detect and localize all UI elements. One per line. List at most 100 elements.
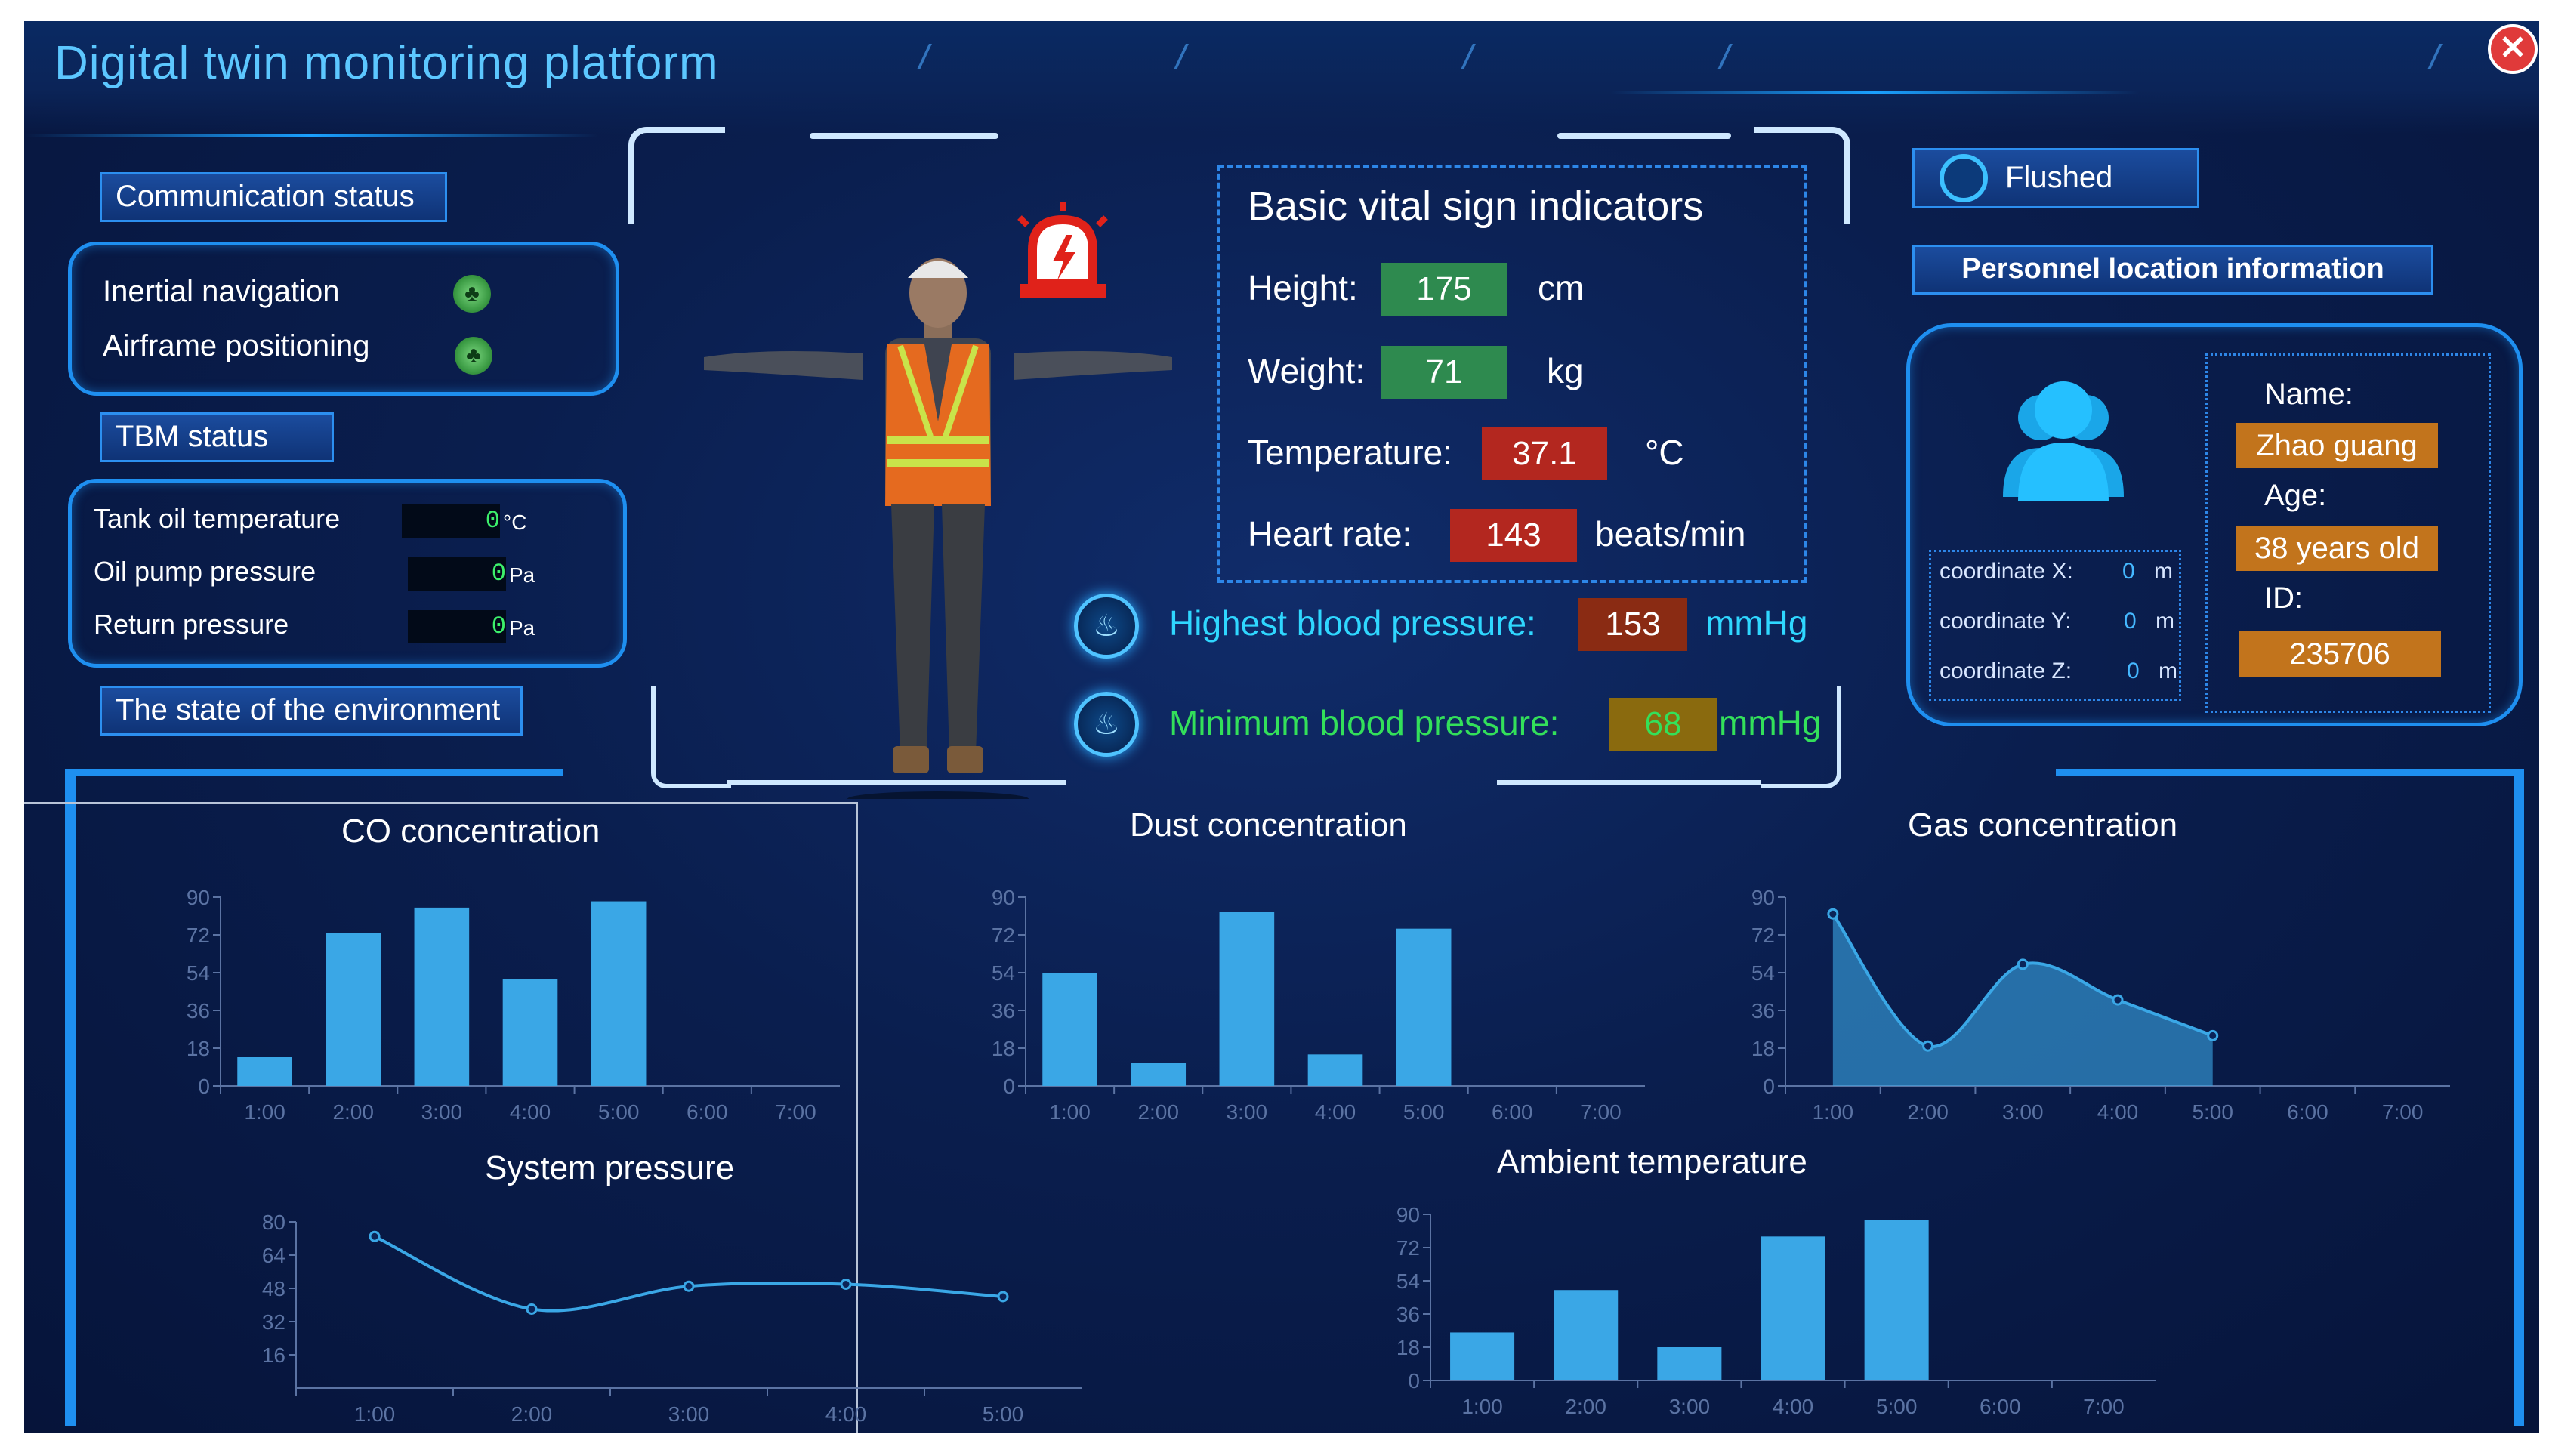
worker-model bbox=[704, 258, 1172, 799]
y-tick-label: 72 bbox=[992, 924, 1015, 947]
y-tick-label: 16 bbox=[262, 1343, 285, 1367]
low-bp-value: 68 bbox=[1609, 698, 1717, 751]
close-button[interactable]: ✕ bbox=[2488, 24, 2538, 74]
coord-y-value: 0 bbox=[2124, 609, 2137, 634]
frame-bar bbox=[727, 780, 1066, 785]
y-tick-label: 18 bbox=[187, 1037, 210, 1060]
y-tick-label: 90 bbox=[992, 886, 1015, 909]
x-tick-label: 4:00 bbox=[1773, 1395, 1814, 1418]
x-tick-label: 1:00 bbox=[1813, 1100, 1854, 1124]
bar bbox=[1450, 1332, 1515, 1380]
x-tick-label: 6:00 bbox=[2287, 1100, 2328, 1124]
low-bp-label: Minimum blood pressure: bbox=[1169, 703, 1560, 742]
name-value: Zhao guang bbox=[2236, 423, 2438, 468]
tab-personnel-location[interactable]: Personnel location information bbox=[1912, 245, 2433, 295]
comm-label-airframe: Airframe positioning bbox=[103, 329, 370, 362]
tab-tbm-status[interactable]: TBM status bbox=[100, 412, 334, 462]
low-bp-unit: mmHg bbox=[1719, 703, 1822, 742]
ambient-chart-title: Ambient temperature bbox=[1497, 1143, 1807, 1180]
x-tick-label: 1:00 bbox=[354, 1402, 396, 1426]
y-tick-label: 90 bbox=[1751, 886, 1775, 909]
y-tick-label: 90 bbox=[1396, 1203, 1420, 1226]
x-tick-label: 6:00 bbox=[1980, 1395, 2021, 1418]
age-value: 38 years old bbox=[2236, 526, 2438, 571]
co-concentration-chart: 0 18 36 54 72 90 1:00 2:00 3:00 4:00 5:00 6:00 7:00 bbox=[187, 886, 840, 1124]
bar bbox=[1131, 1063, 1187, 1086]
data-point bbox=[840, 1279, 852, 1290]
y-tick-label: 54 bbox=[1751, 961, 1775, 985]
vest-stripe bbox=[887, 436, 989, 444]
x-tick-label: 2:00 bbox=[511, 1402, 553, 1426]
bar bbox=[1219, 912, 1275, 1086]
x-tick-label: 1:00 bbox=[244, 1100, 285, 1124]
coord-z-label: coordinate Z: bbox=[1940, 659, 2072, 683]
alarm-icon bbox=[1017, 202, 1108, 298]
x-tick-label: 7:00 bbox=[2083, 1395, 2125, 1418]
x-tick-label: 4:00 bbox=[1315, 1100, 1356, 1124]
title-bar bbox=[24, 21, 2539, 134]
x-tick-label: 1:00 bbox=[1049, 1100, 1091, 1124]
tbm-panel bbox=[68, 479, 627, 668]
left-boot bbox=[893, 746, 929, 773]
data-point bbox=[2017, 958, 2029, 970]
gas-concentration-chart: 0 18 36 54 72 90 1:00 2:00 3:00 4:00 5:00 6:00 7:00 bbox=[1751, 886, 2450, 1124]
bar bbox=[1042, 973, 1097, 1086]
x-tick-label: 5:00 bbox=[2192, 1100, 2233, 1124]
bar bbox=[1761, 1236, 1825, 1380]
y-tick-label: 0 bbox=[1003, 1075, 1015, 1098]
heart-rate-value: 143 bbox=[1450, 509, 1577, 562]
tbm-value-tank-oil: 0 bbox=[402, 504, 500, 538]
header-divider bbox=[1610, 91, 2139, 94]
bar bbox=[1657, 1347, 1722, 1380]
page-title: Digital twin monitoring platform bbox=[54, 37, 719, 89]
id-value: 235706 bbox=[2239, 631, 2441, 677]
coord-z-unit: m bbox=[2159, 659, 2177, 683]
x-tick-label: 4:00 bbox=[825, 1402, 867, 1426]
x-tick-label: 5:00 bbox=[1403, 1100, 1445, 1124]
frame-corner bbox=[628, 127, 725, 224]
panel-edge bbox=[2514, 769, 2524, 1426]
coord-x-label: coordinate X: bbox=[1940, 559, 2073, 584]
y-tick-label: 36 bbox=[1396, 1303, 1420, 1326]
coordinates-box bbox=[1929, 550, 2181, 701]
tab-communication-status[interactable]: Communication status bbox=[100, 172, 447, 222]
y-tick-label: 36 bbox=[187, 999, 210, 1023]
gas-chart-title: Gas concentration bbox=[1908, 807, 2178, 844]
data-point bbox=[526, 1303, 538, 1315]
shadow bbox=[847, 791, 1029, 799]
tab-environment-state[interactable]: The state of the environment bbox=[100, 686, 523, 736]
x-tick-label: 2:00 bbox=[1565, 1395, 1606, 1418]
vital-signs-box bbox=[1217, 165, 1807, 583]
y-tick-label: 18 bbox=[992, 1037, 1015, 1060]
left-leg bbox=[891, 504, 934, 754]
blood-pressure-high-icon: ♨ bbox=[1074, 594, 1139, 659]
bar bbox=[1864, 1220, 1929, 1380]
temperature-label: Temperature: bbox=[1248, 433, 1453, 472]
x-tick-label: 7:00 bbox=[2382, 1100, 2424, 1124]
coord-z-value: 0 bbox=[2127, 659, 2140, 683]
x-tick-label: 6:00 bbox=[1492, 1100, 1533, 1124]
y-tick-label: 72 bbox=[1396, 1236, 1420, 1260]
y-tick-label: 36 bbox=[992, 999, 1015, 1023]
left-arm bbox=[704, 350, 863, 380]
y-tick-label: 0 bbox=[198, 1075, 210, 1098]
temperature-unit: °C bbox=[1645, 433, 1684, 472]
y-tick-label: 54 bbox=[992, 961, 1015, 985]
y-tick-label: 54 bbox=[1396, 1269, 1420, 1293]
y-tick-label: 72 bbox=[1751, 924, 1775, 947]
weight-value: 71 bbox=[1381, 346, 1507, 399]
helmet bbox=[908, 261, 968, 278]
coord-y-label: coordinate Y: bbox=[1940, 609, 2072, 634]
close-icon: ✕ bbox=[2498, 29, 2527, 66]
right-leg bbox=[942, 504, 985, 754]
frame-bar bbox=[1497, 780, 1761, 785]
tbm-value-oil-pump: 0 bbox=[408, 557, 506, 591]
series-line bbox=[1832, 913, 2214, 1048]
coord-x-unit: m bbox=[2154, 559, 2173, 584]
weight-unit: kg bbox=[1547, 351, 1584, 390]
high-bp-value: 153 bbox=[1578, 598, 1687, 651]
height-unit: cm bbox=[1538, 268, 1585, 307]
high-bp-unit: mmHg bbox=[1705, 603, 1808, 643]
y-tick-label: 18 bbox=[1751, 1037, 1775, 1060]
height-value: 175 bbox=[1381, 263, 1507, 316]
